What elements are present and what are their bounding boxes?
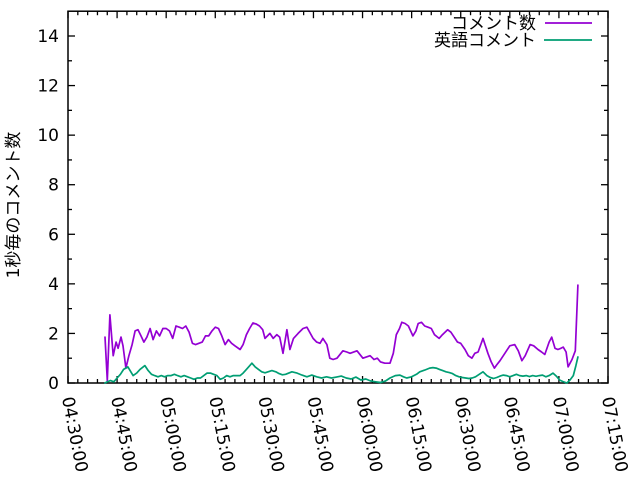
x-tick-label: 04:30:00 <box>57 395 91 474</box>
x-tick-label: 06:45:00 <box>499 395 533 474</box>
x-tick-label: 06:00:00 <box>352 395 386 474</box>
y-tick-label: 4 <box>48 275 59 295</box>
y-tick-label: 6 <box>48 225 59 245</box>
y-tick-label: 14 <box>37 27 59 47</box>
plot-border <box>67 10 609 384</box>
x-tick-label: 06:30:00 <box>450 395 484 474</box>
x-tick-label: 05:15:00 <box>204 395 238 474</box>
x-tick-label: 04:45:00 <box>106 395 140 474</box>
series-line-english <box>104 356 579 384</box>
y-axis-title: 1秒毎のコメント数 <box>4 132 24 279</box>
series-line-comments <box>104 284 579 382</box>
x-tick-label: 05:30:00 <box>253 395 287 474</box>
legend: コメント数 英語コメント <box>434 14 592 51</box>
y-tick-label: 10 <box>37 126 59 146</box>
y-tick-label: 8 <box>48 176 59 196</box>
legend-label-comments: コメント数 <box>451 14 536 34</box>
x-tick-label: 06:15:00 <box>401 395 435 474</box>
x-tick-label: 07:15:00 <box>597 395 631 474</box>
plot-area: 04:30:00 04:45:00 05:00:00 05:15:00 05:30:00… <box>37 10 631 474</box>
x-tick-label: 05:45:00 <box>303 395 337 474</box>
legend-label-english: 英語コメント <box>434 31 536 51</box>
x-tick-label: 07:00:00 <box>548 395 582 474</box>
y-tick-label: 0 <box>48 374 59 394</box>
y-tick-label: 12 <box>37 77 59 97</box>
y-tick-label: 2 <box>48 324 59 344</box>
x-tick-label: 05:00:00 <box>155 395 189 474</box>
